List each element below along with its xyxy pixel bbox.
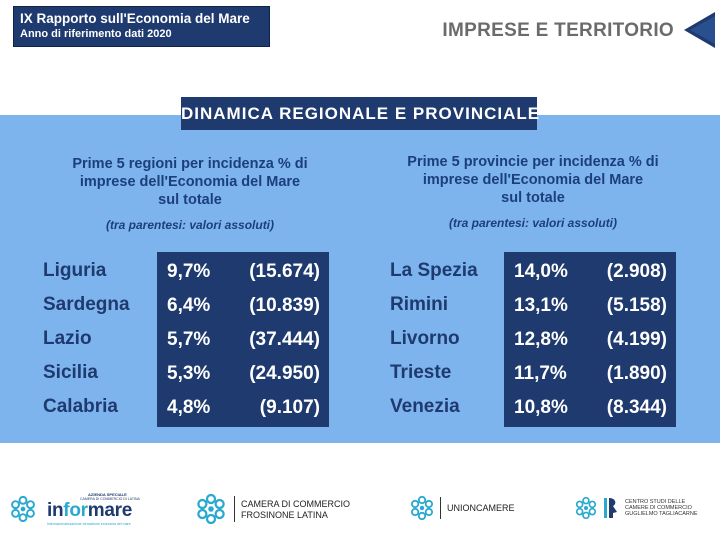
province-pct: 11,7% — [514, 363, 567, 384]
tagliacarne-line3: GUGLIELMO TAGLIACARNE — [625, 511, 698, 517]
table-row: 6,4% (10.839) — [157, 289, 329, 323]
table-row: 9,7% (15.674) — [157, 255, 329, 289]
province-abs: (5.158) — [606, 295, 667, 316]
table-row: 10,8% (8.344) — [504, 391, 676, 425]
report-badge: IX Rapporto sull'Economia del Mare Anno … — [13, 6, 270, 47]
region-pct: 9,7% — [167, 261, 211, 282]
provinces-note: (tra parentesi: valori assoluti) — [448, 216, 618, 230]
informare-tag-bottom: Internazionalizzazione formazione econom… — [47, 522, 131, 526]
informare-mare: mare — [87, 500, 133, 521]
flower-logo-icon — [11, 496, 35, 522]
tagliacarne-line2: CAMERE DI COMMERCIO — [625, 505, 692, 511]
province-pct: 10,8% — [514, 397, 568, 418]
regions-caption-line: Prime 5 regioni per incidenza % di — [72, 156, 308, 172]
region-abs: (24.950) — [249, 363, 320, 384]
region-pct: 5,7% — [167, 329, 211, 350]
region-name: Lazio — [43, 328, 92, 349]
profile-icon — [604, 498, 617, 518]
provinces-caption-line: Prime 5 provincie per incidenza % di — [407, 154, 659, 170]
provinces-caption-line: sul totale — [501, 190, 565, 206]
flower-logo-icon — [197, 494, 225, 524]
triangle-left-icon — [684, 12, 715, 48]
region-pct: 6,4% — [167, 295, 211, 316]
informare-for: for — [63, 500, 88, 521]
cciaa-logo: CAMERA DI COMMERCIO FROSINONE LATINA — [196, 488, 366, 528]
regions-caption: Prime 5 regioni per incidenza % di impre… — [40, 155, 340, 234]
tagliacarne-logo: CENTRO STUDI DELLE CAMERE DI COMMERCIO G… — [575, 488, 710, 528]
informare-wordmark: informare — [47, 500, 132, 522]
region-abs: (15.674) — [249, 261, 320, 282]
report-year: Anno di riferimento dati 2020 — [20, 28, 172, 40]
province-abs: (2.908) — [606, 261, 667, 282]
section-title: IMPRESE E TERRITORIO — [442, 20, 674, 41]
province-pct: 12,8% — [514, 329, 568, 350]
table-row: 14,0% (2.908) — [504, 255, 676, 289]
provinces-values-box: 14,0% (2.908) 13,1% (5.158) 12,8% (4.199… — [504, 252, 676, 427]
slide-title: DINAMICA REGIONALE E PROVINCIALE — [181, 97, 539, 130]
province-name: Rimini — [390, 294, 449, 315]
province-name: Livorno — [390, 328, 460, 349]
provinces-caption-line: imprese dell'Economia del Mare — [422, 172, 644, 188]
table-row: 11,7% (1.890) — [504, 357, 676, 391]
province-pct: 13,1% — [514, 295, 568, 316]
table-row: 5,3% (24.950) — [157, 357, 329, 391]
unioncamere-logo: UNIONCAMERE — [410, 488, 530, 528]
region-name: Calabria — [43, 396, 118, 417]
table-row: 12,8% (4.199) — [504, 323, 676, 357]
cciaa-line1: CAMERA DI COMMERCIO — [241, 499, 351, 509]
region-name: Sicilia — [43, 362, 98, 383]
logo-divider — [440, 497, 441, 519]
table-row: 5,7% (37.444) — [157, 323, 329, 357]
province-abs: (8.344) — [606, 397, 667, 418]
informare-tag-top2: CAMERA DI COMMERCIO DI LATINA — [80, 497, 140, 501]
region-name: Sardegna — [43, 294, 130, 315]
region-abs: (10.839) — [249, 295, 320, 316]
table-row: 4,8% (9.107) — [157, 391, 329, 425]
report-title: IX Rapporto sull'Economia del Mare — [20, 11, 250, 26]
flower-logo-icon — [410, 496, 434, 520]
region-pct: 4,8% — [167, 397, 211, 418]
unioncamere-label: UNIONCAMERE — [447, 503, 515, 513]
regions-caption-line: imprese dell'Economia del Mare — [79, 174, 301, 190]
region-name: Liguria — [43, 260, 107, 281]
regions-caption-line: sul totale — [158, 192, 222, 208]
province-abs: (1.890) — [606, 363, 667, 384]
logo-divider — [234, 496, 235, 522]
province-name: Trieste — [390, 362, 452, 383]
regions-values-box: 9,7% (15.674) 6,4% (10.839) 5,7% (37.444… — [157, 252, 329, 427]
informare-tag-top: AZIENDA SPECIALE — [88, 492, 127, 497]
informare-logo: AZIENDA SPECIALE CAMERA DI COMMERCIO DI … — [10, 488, 160, 528]
region-pct: 5,3% — [167, 363, 211, 384]
region-abs: (9.107) — [259, 397, 320, 418]
table-row: 13,1% (5.158) — [504, 289, 676, 323]
flower-logo-icon — [575, 497, 597, 519]
province-name: La Spezia — [390, 260, 478, 281]
informare-in: in — [47, 500, 64, 521]
region-abs: (37.444) — [249, 329, 320, 350]
tagliacarne-line1: CENTRO STUDI DELLE — [625, 499, 686, 505]
province-name: Venezia — [390, 396, 460, 417]
province-pct: 14,0% — [514, 261, 568, 282]
provinces-caption: Prime 5 provincie per incidenza % di imp… — [383, 153, 683, 232]
province-abs: (4.199) — [606, 329, 667, 350]
cciaa-line2: FROSINONE LATINA — [241, 510, 328, 520]
regions-note: (tra parentesi: valori assoluti) — [105, 218, 275, 232]
